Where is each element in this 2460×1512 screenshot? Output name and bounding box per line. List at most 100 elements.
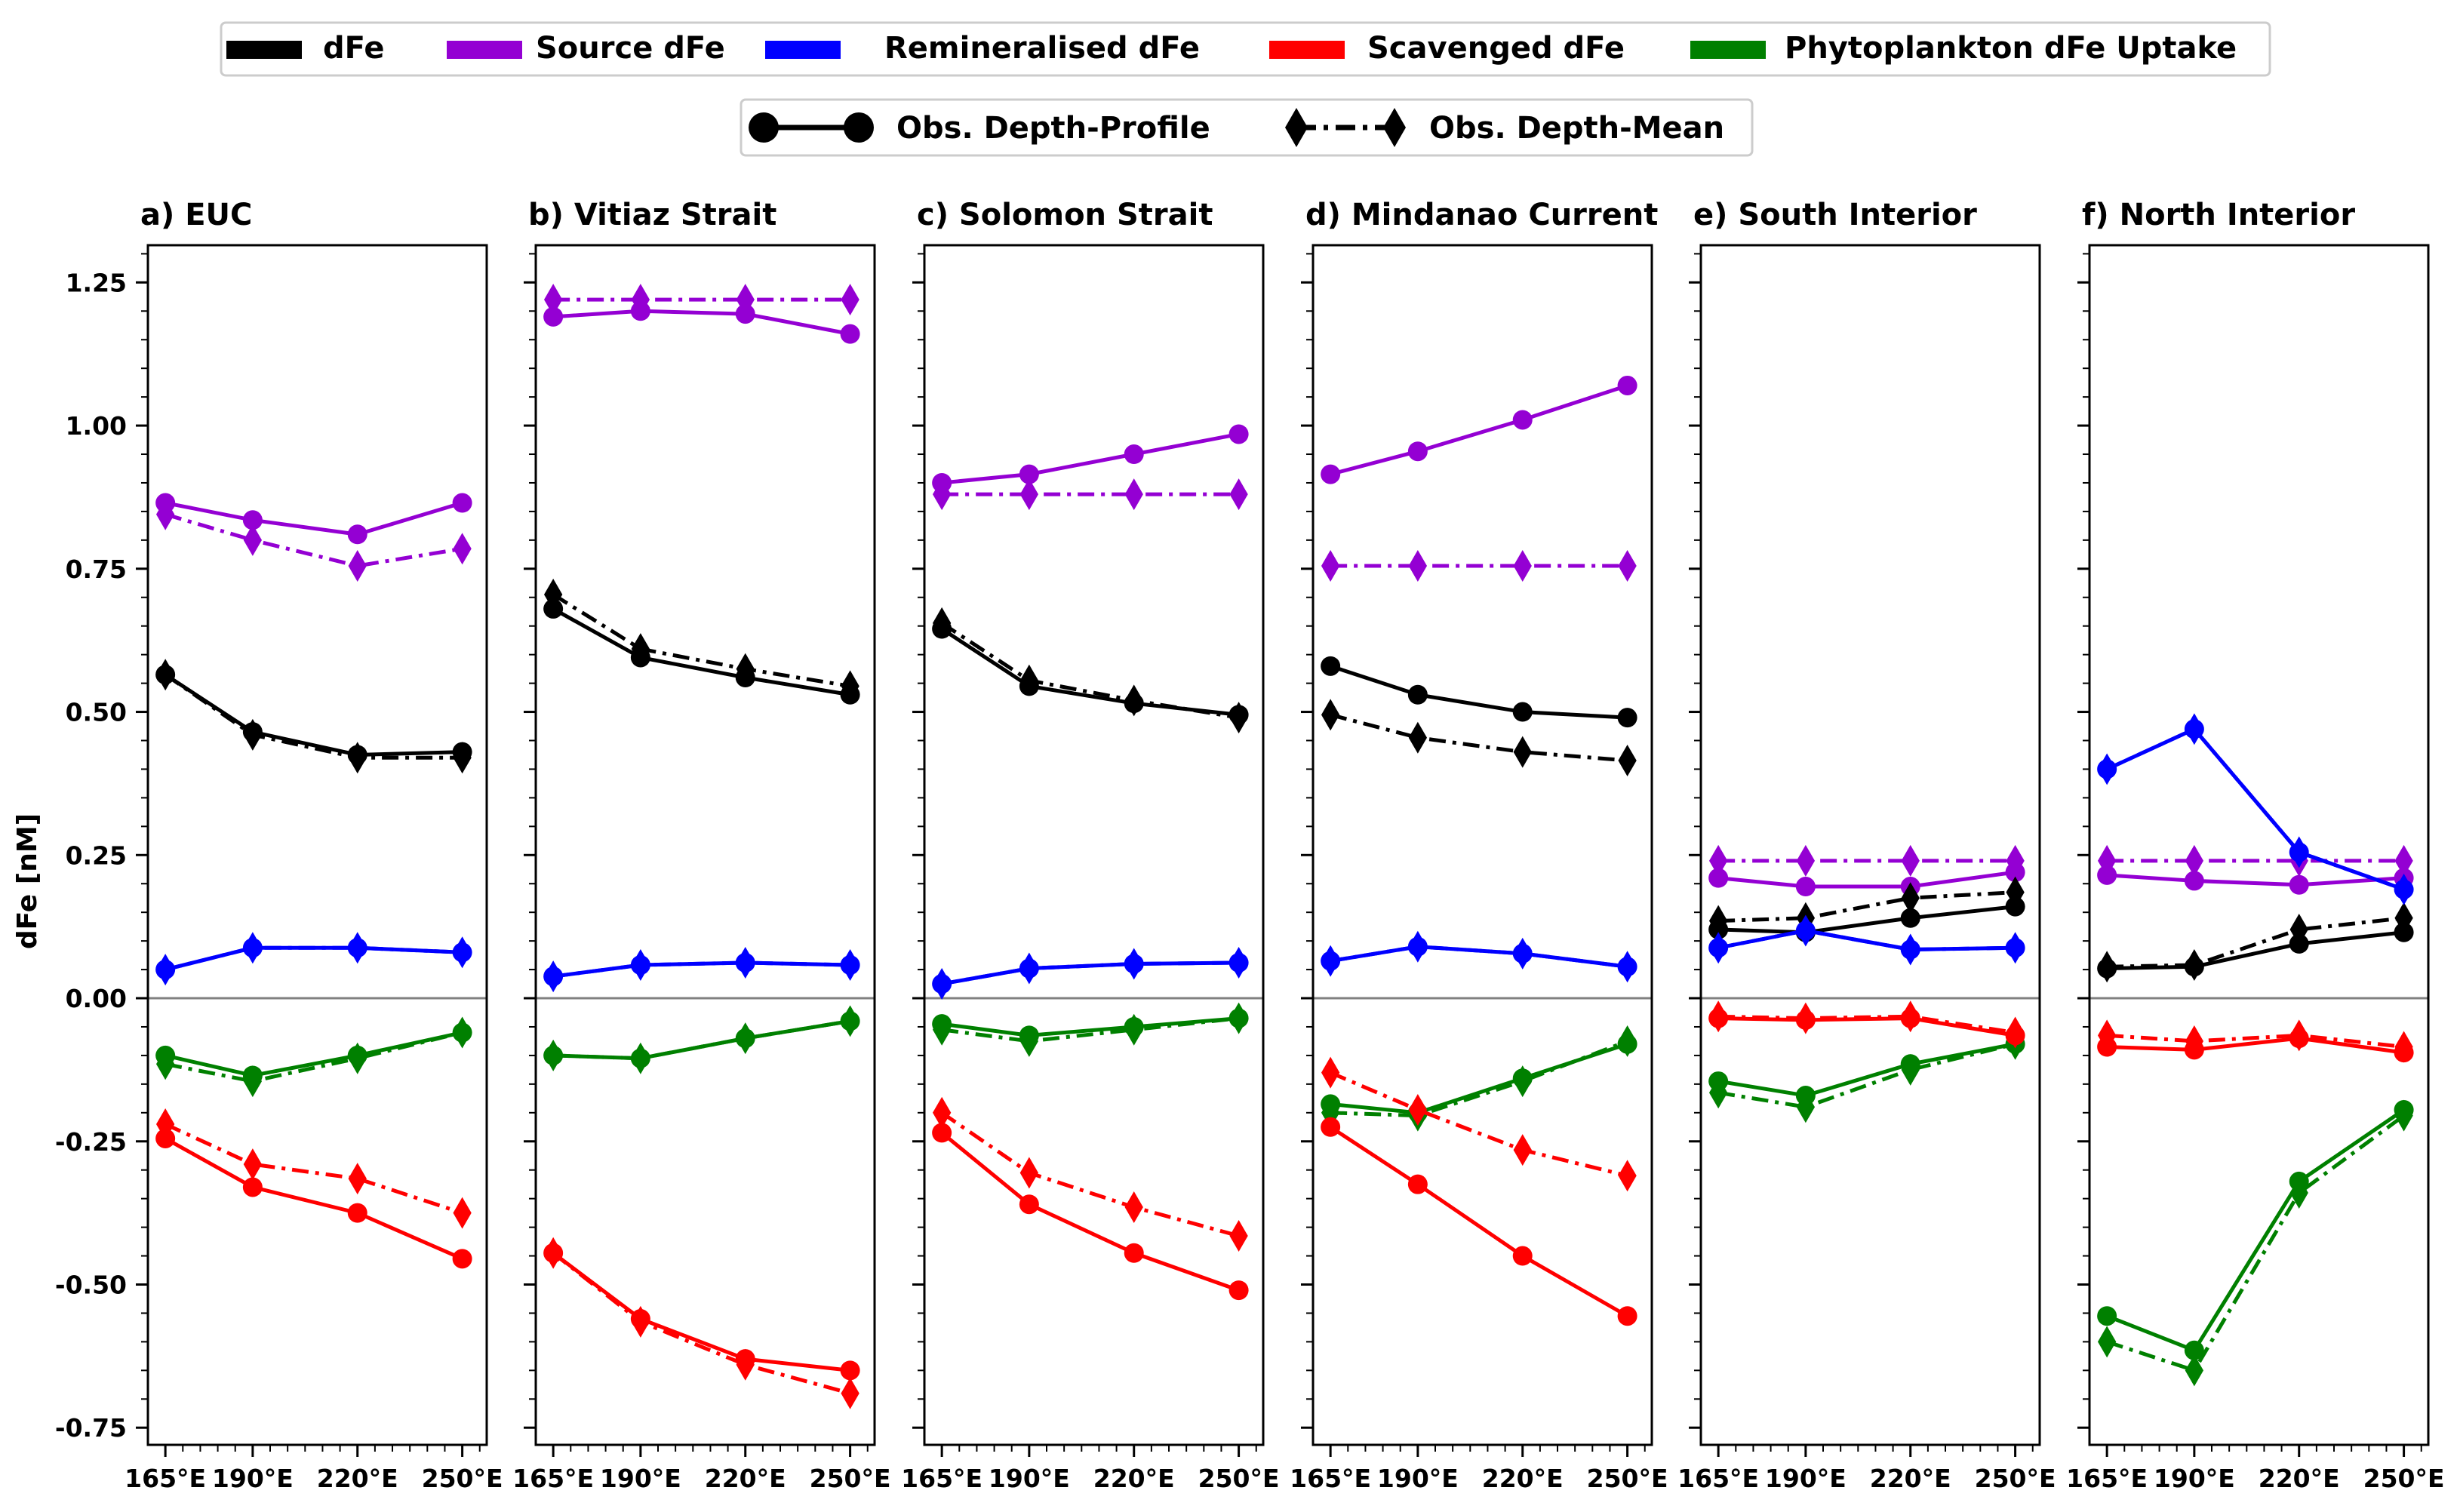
data-point xyxy=(1019,1157,1039,1189)
series-line xyxy=(940,1131,1240,1292)
data-point xyxy=(932,607,952,639)
series-source-dfe-depth-mean xyxy=(2097,844,2413,877)
data-point xyxy=(543,284,563,316)
data-point xyxy=(1408,1094,1428,1126)
series-remineralised-dfe-depth-mean xyxy=(1321,930,1637,983)
legend-item-phytoplankton-dfe-uptake: Phytoplankton dFe Uptake xyxy=(1690,31,2237,66)
panels: a) EUC -0.75 -0.50 -0.25 0.00 0.25 0.50 0.75 1.0… xyxy=(55,198,2445,1493)
data-point xyxy=(631,1042,650,1074)
data-point xyxy=(155,954,175,986)
legend-box-variables xyxy=(220,21,2271,77)
legend-swatch xyxy=(226,41,302,59)
data-point xyxy=(1321,656,1341,676)
series-dfe-depth-mean xyxy=(932,607,1248,734)
data-point xyxy=(1708,1000,1728,1033)
data-point xyxy=(736,284,755,316)
data-point xyxy=(841,284,859,316)
series-dfe-depth-profile xyxy=(155,665,472,765)
x-tick-label: 250°E xyxy=(1587,1464,1668,1493)
data-point xyxy=(932,1123,952,1143)
data-point xyxy=(2289,836,2308,868)
data-point xyxy=(348,742,367,774)
data-point xyxy=(1408,721,1428,754)
data-point xyxy=(841,670,859,702)
x-tick-label: 190°E xyxy=(989,1464,1070,1493)
data-point xyxy=(1513,736,1532,768)
legend: dFe Source dFe Remineralised dFe Scavenged … xyxy=(220,21,2271,157)
series-line xyxy=(552,607,851,697)
data-point xyxy=(1900,908,1920,928)
data-point xyxy=(2097,1019,2117,1052)
y-tick-label: 0.50 xyxy=(66,698,127,727)
series-scavenged-dfe-depth-mean xyxy=(543,1237,859,1409)
data-point xyxy=(1408,930,1428,963)
data-point xyxy=(1407,684,1428,705)
series-source-dfe-depth-mean xyxy=(1708,844,2025,877)
data-point xyxy=(1512,1246,1533,1266)
series-phytoplankton-dfe-uptake-depth-profile xyxy=(2097,1100,2414,1360)
panel-a-euc: a) EUC -0.75 -0.50 -0.25 0.00 0.25 0.50 0.75 1.0… xyxy=(55,198,503,1493)
data-point xyxy=(2097,753,2117,785)
series-line xyxy=(164,673,463,760)
data-point xyxy=(2394,873,2413,905)
series-phytoplankton-dfe-uptake-depth-mean xyxy=(543,1005,859,1074)
data-point xyxy=(2097,1306,2117,1326)
series-line xyxy=(164,673,463,757)
data-point xyxy=(2185,1354,2204,1387)
series-line xyxy=(2107,930,2404,971)
data-point xyxy=(348,550,367,582)
panel-frame xyxy=(2088,244,2430,1446)
x-tick-label: 220°E xyxy=(317,1464,398,1493)
x-tick-label: 220°E xyxy=(705,1464,786,1493)
data-point xyxy=(1228,424,1249,444)
data-point xyxy=(2289,913,2308,945)
data-point xyxy=(348,932,367,964)
panel-e-south-interior: e) South Interior 165°E 190°E 220°E 250°E xyxy=(1677,198,2056,1493)
x-tick-label: 190°E xyxy=(600,1464,681,1493)
x-tick-label: 190°E xyxy=(212,1464,294,1493)
data-point xyxy=(1618,1160,1637,1192)
series-remineralised-dfe-depth-mean xyxy=(543,946,859,993)
x-tick-label: 220°E xyxy=(1093,1464,1175,1493)
data-point xyxy=(1618,745,1637,777)
data-point xyxy=(2394,1031,2413,1063)
series-dfe-depth-profile xyxy=(1321,656,1637,728)
x-tick-label: 250°E xyxy=(2363,1464,2445,1493)
series-source-dfe-depth-profile xyxy=(543,301,860,344)
legend-swatch xyxy=(447,41,522,59)
data-point xyxy=(543,1237,563,1269)
legend-item-remineralised-dfe: Remineralised dFe xyxy=(765,31,1200,66)
data-point xyxy=(1513,937,1532,970)
data-point xyxy=(243,524,263,556)
data-point xyxy=(1513,1134,1532,1166)
series-line xyxy=(165,501,463,536)
panel-b-vitiaz-strait: b) Vitiaz Strait 165°E 190°E 220°E 250°E xyxy=(512,198,890,1493)
series-remineralised-dfe-depth-profile xyxy=(2097,719,2414,899)
y-tick-label: -0.25 xyxy=(55,1127,127,1157)
data-point xyxy=(2006,876,2025,908)
data-point xyxy=(736,653,755,685)
data-point xyxy=(1708,868,1729,888)
series-phytoplankton-dfe-uptake-depth-mean xyxy=(155,1016,472,1098)
series-scavenged-dfe-depth-profile xyxy=(543,1243,860,1381)
data-point xyxy=(2006,1016,2025,1049)
x-tick-label: 165°E xyxy=(1290,1464,1371,1493)
data-point xyxy=(1019,1025,1039,1057)
data-point xyxy=(1618,951,1637,983)
series-dfe-depth-mean xyxy=(155,659,472,774)
data-point xyxy=(543,578,563,610)
panel-f-north-interior: f) North Interior 165°E 190°E 220°E 250°E xyxy=(2066,198,2444,1493)
data-point xyxy=(453,1016,472,1049)
x-tick-label: 190°E xyxy=(1765,1464,1847,1493)
series-phytoplankton-dfe-uptake-depth-mean xyxy=(1321,1025,1637,1132)
series-line xyxy=(165,1122,463,1215)
data-point xyxy=(1124,1013,1143,1046)
legend-label: Remineralised dFe xyxy=(884,31,1200,66)
data-point xyxy=(155,659,175,691)
series-line xyxy=(2106,1108,2406,1353)
series-line xyxy=(1717,1042,2016,1098)
data-point xyxy=(242,1177,263,1197)
data-point xyxy=(1407,1174,1428,1194)
data-point xyxy=(1019,1194,1039,1215)
data-point xyxy=(1321,464,1341,484)
